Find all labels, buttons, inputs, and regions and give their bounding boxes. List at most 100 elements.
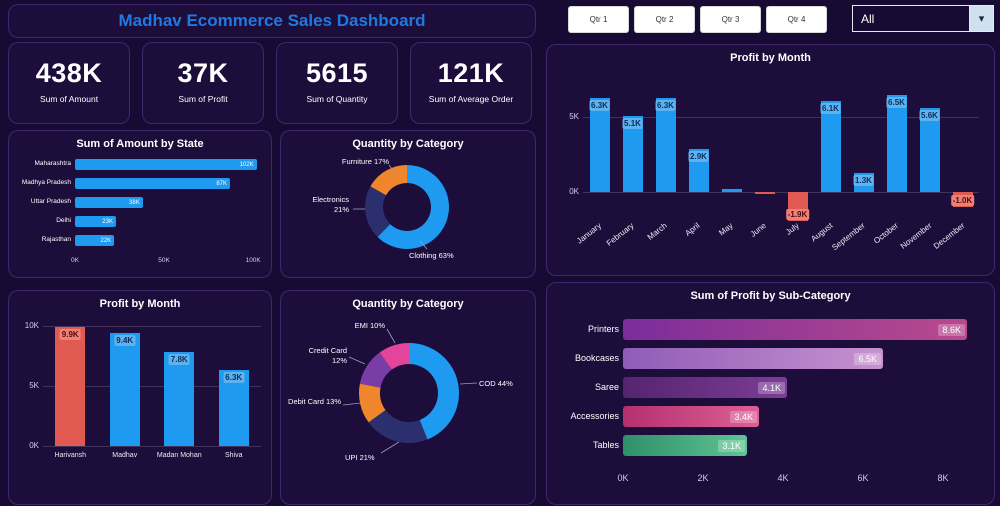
bar-madhav[interactable] [109,333,140,446]
quantity-by-payment-panel: Quantity by Category EMI 10% Credit Card… [280,290,536,505]
label-leader-line [419,240,428,250]
quantity-by-payment-donut [281,291,535,504]
bar-rajasthan[interactable]: 22K [75,235,115,246]
bar-bookcases[interactable]: 6.5K [623,348,883,369]
bar-may[interactable] [721,189,742,192]
category-label: Maharashtra [34,160,72,168]
donut-segment-clothing[interactable] [377,165,449,249]
bar-madhya-pradesh[interactable]: 87K [75,178,231,189]
donut-segment-emi[interactable] [379,343,409,370]
bar-january[interactable] [589,97,610,192]
qtr-4-button[interactable]: Qtr 4 [766,6,827,33]
quantity-by-category-panel: Quantity by Category Furniture 17% Elect… [280,130,536,278]
dashboard-title: Madhav Ecommerce Sales Dashboard [118,11,426,30]
y-axis-tick: 0K [569,187,579,196]
category-label: Madhya Pradesh [21,179,71,187]
donut-segment-credit[interactable] [359,352,392,388]
bar-value-label: 3.4K [730,410,757,423]
qtr-3-button[interactable]: Qtr 3 [700,6,761,33]
chart-title: Profit by Month [730,52,811,64]
label-leader-line [348,356,366,365]
donut-segment-debit[interactable] [359,383,386,423]
bar-value-label: -1.9K [785,208,810,220]
label-leader-line [342,402,362,406]
bar-accessories[interactable]: 3.4K [623,406,759,427]
profit-by-month-panel: Profit by Month 5K 0K 6.3K January 5.1K Febru… [546,44,995,276]
bar-harivansh[interactable] [55,327,86,446]
donut-segment-cod[interactable] [409,343,460,440]
bar-value-label: 6.5K [854,352,881,365]
bar-uttar-pradesh[interactable]: 38K [75,197,143,208]
x-axis-label: Harivansh [54,452,86,459]
bar-value-label: 7.8K [168,354,190,366]
gridline [43,446,261,447]
bar-august[interactable] [820,100,841,192]
gridline [43,326,261,327]
label-leader-line [459,382,478,385]
bar-value-label: 1.3K [853,174,874,186]
donut-label-upi: UPI 21% [345,453,375,462]
bar-saree[interactable]: 4.1K [623,377,787,398]
bar-value-label: 102K [239,161,254,168]
donut-label-credit-card: Credit Card 12% [308,346,347,365]
x-axis-tick: 0K [617,473,629,483]
profit-by-subcategory-panel: Sum of Profit by Sub-Category Printers 8.… [546,282,995,505]
qtr-1-button[interactable]: Qtr 1 [568,6,629,33]
x-axis-tick: 100K [245,257,261,264]
category-label: Bookcases [574,353,619,363]
bar-october[interactable] [886,94,907,192]
category-label: Delhi [56,217,71,225]
bar-value-label: 23K [102,218,113,225]
x-axis-tick: 2K [697,473,709,483]
bar-value-label: 5.1K [622,117,643,129]
gridline [43,386,261,387]
gridline [583,192,979,193]
x-axis-label: April [683,221,703,238]
bar-tables[interactable]: 3.1K [623,435,747,456]
x-axis-label: November [898,221,934,251]
dropdown-selected-value: All [861,11,875,26]
bar-delhi[interactable]: 23K [75,216,116,227]
qtr-2-button[interactable]: Qtr 2 [634,6,695,33]
chevron-down-icon[interactable]: ▾ [969,6,993,31]
bar-february[interactable] [622,115,643,192]
x-axis-label: Madhav [112,452,138,459]
x-axis-tick: 8K [937,473,949,483]
y-axis-tick: 5K [29,381,39,390]
donut-label-clothing: Clothing 63% [409,251,454,260]
bar-march[interactable] [655,97,676,192]
bar-value-label: 9.9K [59,329,81,341]
bar-value-label: 5.6K [919,110,940,121]
header-panel: Madhav Ecommerce Sales Dashboard [8,4,536,38]
x-axis-tick: 4K [777,473,789,483]
donut-label-emi: EMI 10% [354,321,385,330]
bar-november[interactable] [919,108,940,192]
profit-by-subcategory-chart: Printers 8.6K Bookcases 6.5K Saree 4.1K Access… [547,283,994,504]
quantity_by_category-svg [353,164,449,250]
kpi-label: Sum of Quantity [306,94,368,104]
x-axis-label: July [784,221,802,237]
kpi-label: Sum of Average Order [428,94,514,104]
donut-label-debit-card: Debit Card 13% [288,397,341,406]
bar-value-label: 3.1K [718,439,745,452]
bar-maharashtra[interactable]: 102K [75,159,257,170]
bar-june[interactable] [754,192,775,194]
bar-printers[interactable]: 8.6K [623,319,967,340]
donut-segment-upi[interactable] [368,410,428,444]
bar-value-label: 9.4K [114,335,136,347]
donut-segment-electronics[interactable] [364,186,391,237]
x-axis-label: Madan Mohan [156,452,202,459]
filter-dropdown[interactable]: All ▾ [852,5,994,32]
kpi-value: 37K [177,58,229,88]
bar-madan-mohan[interactable] [164,352,195,446]
x-axis-label: May [717,221,736,238]
bar-value-label: 38K [129,199,140,206]
x-axis-label: October [872,221,901,246]
bar-value-label: 22K [100,237,112,244]
profit-by-person-panel: Profit by Month 10K 5K 0K 9.9K Harivansh 9.4K… [8,290,272,505]
y-axis-tick: 5K [569,112,579,121]
donut-segment-furniture[interactable] [370,165,407,196]
x-axis-label: Shiva [224,452,243,459]
bar-value-label: 4.1K [758,381,785,394]
x-axis-tick: 6K [857,473,869,483]
